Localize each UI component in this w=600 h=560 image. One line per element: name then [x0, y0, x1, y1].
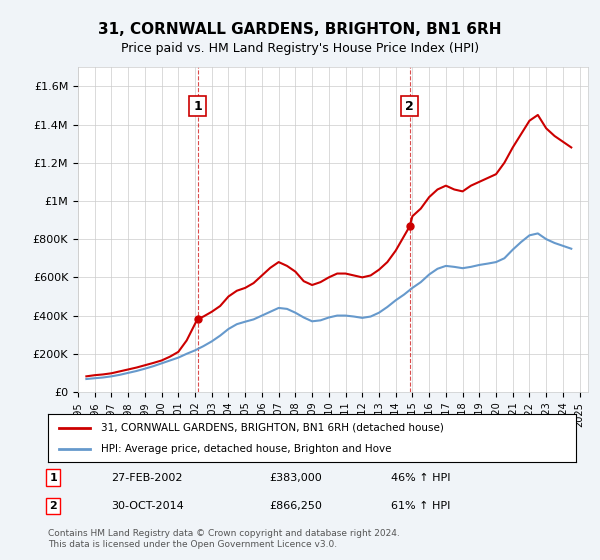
Text: 2: 2 — [49, 501, 57, 511]
Text: Contains HM Land Registry data © Crown copyright and database right 2024.
This d: Contains HM Land Registry data © Crown c… — [48, 529, 400, 549]
Text: £383,000: £383,000 — [270, 473, 323, 483]
Text: 30-OCT-2014: 30-OCT-2014 — [112, 501, 184, 511]
Text: 46% ↑ HPI: 46% ↑ HPI — [391, 473, 451, 483]
Text: 31, CORNWALL GARDENS, BRIGHTON, BN1 6RH (detached house): 31, CORNWALL GARDENS, BRIGHTON, BN1 6RH … — [101, 423, 443, 433]
Text: 61% ↑ HPI: 61% ↑ HPI — [391, 501, 451, 511]
Text: 31, CORNWALL GARDENS, BRIGHTON, BN1 6RH: 31, CORNWALL GARDENS, BRIGHTON, BN1 6RH — [98, 22, 502, 38]
Text: 2: 2 — [405, 100, 414, 113]
Text: 1: 1 — [49, 473, 57, 483]
Text: Price paid vs. HM Land Registry's House Price Index (HPI): Price paid vs. HM Land Registry's House … — [121, 42, 479, 55]
Text: 1: 1 — [193, 100, 202, 113]
Text: HPI: Average price, detached house, Brighton and Hove: HPI: Average price, detached house, Brig… — [101, 444, 391, 454]
Text: 27-FEB-2002: 27-FEB-2002 — [112, 473, 183, 483]
Text: £866,250: £866,250 — [270, 501, 323, 511]
